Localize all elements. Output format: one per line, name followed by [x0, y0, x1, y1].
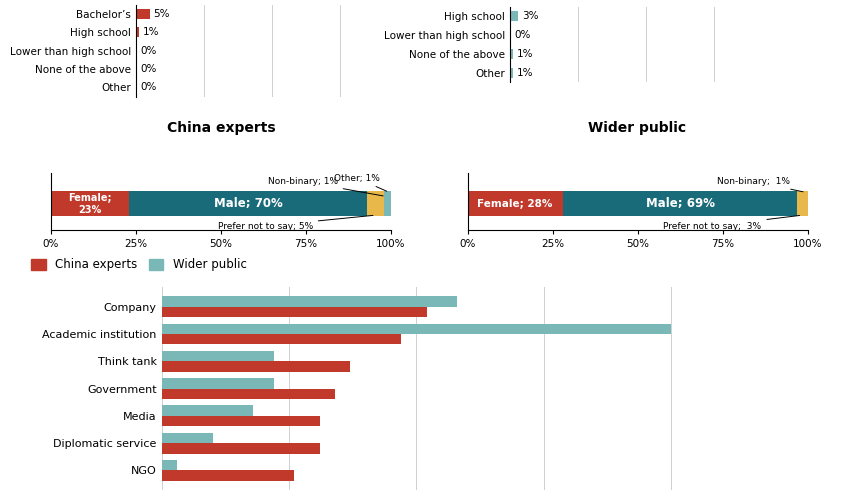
Bar — [162, 297, 457, 307]
Bar — [808, 191, 811, 216]
Text: 0%: 0% — [140, 82, 156, 93]
Bar — [162, 324, 672, 334]
Bar — [51, 191, 129, 216]
Text: 5%: 5% — [154, 9, 170, 19]
Bar — [797, 191, 808, 216]
Bar — [162, 470, 294, 481]
Bar — [162, 443, 320, 453]
Title: Wider public: Wider public — [588, 121, 687, 135]
Text: Non-binary;  1%: Non-binary; 1% — [717, 177, 803, 192]
Text: Female;
23%: Female; 23% — [68, 193, 112, 214]
Bar — [162, 460, 177, 470]
Bar — [162, 334, 401, 345]
Text: 3%: 3% — [522, 11, 539, 21]
Bar — [136, 9, 150, 19]
Text: Prefer not to say;  3%: Prefer not to say; 3% — [663, 215, 800, 231]
Bar — [384, 191, 388, 216]
Bar — [510, 49, 513, 59]
Bar — [468, 191, 563, 216]
Bar — [162, 433, 212, 443]
Bar — [162, 405, 253, 416]
Bar — [162, 389, 335, 399]
Text: Female; 28%: Female; 28% — [478, 199, 552, 209]
Text: 0%: 0% — [514, 30, 530, 40]
Bar — [162, 361, 350, 372]
Legend: China experts, Wider public: China experts, Wider public — [31, 258, 246, 271]
Bar — [129, 191, 367, 216]
Text: Non-binary; 1%: Non-binary; 1% — [268, 177, 383, 196]
Text: 1%: 1% — [517, 68, 533, 78]
Text: Other; 1%: Other; 1% — [334, 174, 387, 191]
Text: Male; 70%: Male; 70% — [214, 197, 282, 210]
Text: 0%: 0% — [140, 64, 156, 74]
Text: 0%: 0% — [140, 46, 156, 56]
Bar — [162, 351, 274, 361]
Bar — [510, 11, 518, 21]
Bar — [136, 27, 139, 38]
Bar — [367, 191, 384, 216]
Text: 1%: 1% — [517, 49, 533, 59]
Bar — [162, 378, 274, 389]
Bar — [162, 307, 427, 317]
Bar — [162, 416, 320, 426]
Text: Prefer not to say; 5%: Prefer not to say; 5% — [218, 215, 373, 231]
Title: China experts: China experts — [167, 121, 275, 135]
Bar — [388, 191, 391, 216]
Text: Male; 69%: Male; 69% — [645, 197, 715, 210]
Text: 1%: 1% — [143, 27, 159, 38]
Bar — [510, 68, 513, 78]
Bar — [563, 191, 797, 216]
